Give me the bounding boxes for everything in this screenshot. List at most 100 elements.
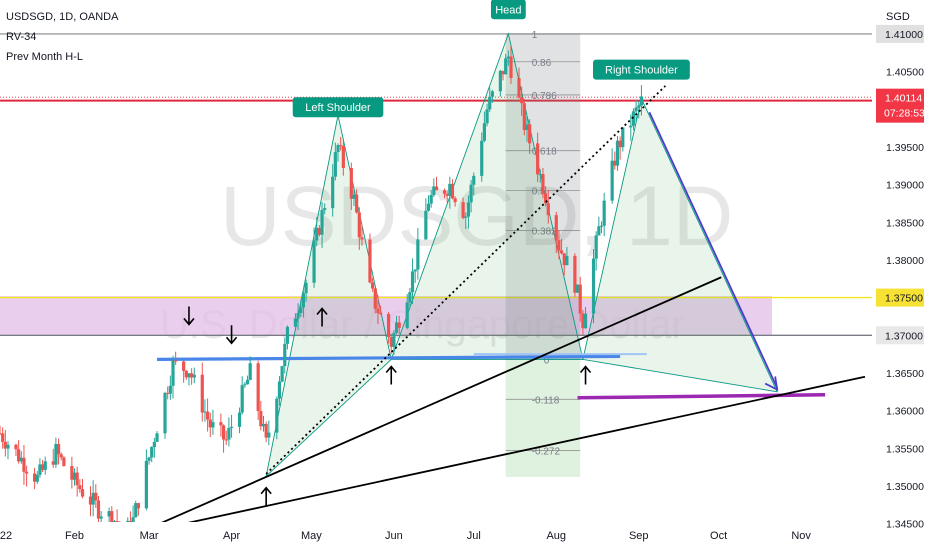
price-level-tag [876, 326, 924, 345]
fib-level-label: 0.5 [532, 187, 546, 198]
candle-body [227, 427, 231, 440]
trendline-upper[interactable] [135, 276, 722, 536]
candle-body [221, 425, 226, 440]
candle-body [517, 78, 521, 98]
candle-body [203, 411, 207, 413]
fib-level-label: 0.786 [532, 91, 557, 102]
candle-body [72, 472, 77, 480]
candle-body [394, 322, 399, 333]
candle-body [581, 313, 585, 329]
symbol-title: USDSGD, 1D, OANDA [6, 11, 119, 23]
candle-body [536, 143, 540, 175]
candle-body [546, 203, 550, 216]
candle-body [368, 239, 372, 283]
arrow-marker [183, 306, 195, 326]
candle-body [573, 255, 577, 293]
candle-body [62, 457, 66, 467]
candle-body [376, 308, 380, 314]
arrow-marker [316, 307, 328, 327]
fib-level-label: 0.86 [532, 58, 552, 69]
candle-body [355, 194, 359, 213]
candle-body [134, 503, 138, 518]
candle-body [352, 194, 356, 199]
fib-level-label: 0 [544, 355, 550, 366]
candle-body [575, 284, 580, 293]
trendline-lower[interactable] [135, 375, 866, 536]
candle-body [386, 314, 391, 338]
candle-body [17, 449, 21, 462]
time-tick-label: Oct [710, 530, 727, 542]
right-shoulder-triangle [582, 97, 778, 393]
candle-body [405, 302, 409, 328]
candle-body [43, 461, 47, 470]
candle-body [277, 381, 282, 399]
candle-body [416, 239, 420, 270]
candle-body [450, 183, 455, 199]
candle-body [557, 240, 561, 251]
candle-body [0, 433, 2, 435]
candle-body [618, 140, 622, 148]
candle-body [155, 433, 159, 442]
candle-body [610, 160, 614, 201]
supply-demand-zone [0, 296, 772, 335]
candle-body [442, 190, 447, 194]
price-level-tag-label: 1.41000 [885, 29, 923, 41]
neckline [157, 354, 621, 361]
candle-body [80, 489, 85, 497]
candle-body [59, 454, 63, 458]
time-tick-label: Apr [223, 530, 240, 542]
candle-body [187, 373, 191, 378]
indicator-prev-month[interactable]: Prev Month H-L [6, 51, 84, 63]
candle-body [541, 174, 545, 194]
arrow-marker [225, 325, 238, 345]
candle-body [504, 58, 508, 75]
price-tick-label: 1.39500 [886, 142, 924, 154]
candle-body [56, 443, 61, 455]
candle-body [38, 464, 42, 475]
candle-body [389, 337, 393, 347]
time-tick-label: Nov [791, 530, 811, 542]
arrow-marker [260, 486, 272, 506]
candle-body [490, 91, 494, 97]
candle-body [336, 145, 340, 153]
candle-body [184, 370, 188, 378]
candle-body [331, 176, 335, 209]
candle-body [445, 193, 449, 196]
candle-body [464, 216, 468, 218]
candle-body [256, 363, 260, 412]
candle-body [602, 200, 606, 226]
candle-body [14, 444, 18, 450]
candle-body [243, 384, 247, 386]
candle-body [315, 227, 319, 241]
candle-body [33, 473, 37, 482]
candle-body [96, 500, 101, 519]
candle-body [594, 235, 598, 259]
price-tick-label: 1.38000 [886, 255, 924, 267]
candle-body [275, 398, 279, 433]
candle-body [229, 426, 234, 428]
candle-body [299, 307, 303, 314]
candle-body [283, 343, 287, 367]
annotation-badge [490, 0, 526, 20]
indicator-rv[interactable]: RV-34 [6, 31, 37, 43]
candle-body [565, 255, 569, 266]
candle-body [615, 140, 620, 166]
candle-body [341, 145, 345, 168]
candle-body [554, 215, 558, 241]
candle-body [152, 441, 156, 448]
fib-box-lower [505, 359, 581, 477]
time-tick-label: 22 [0, 530, 12, 542]
candle-body [1, 433, 5, 442]
candle-body [413, 269, 417, 272]
fib-level-label: -0.118 [532, 395, 560, 406]
annotation-badge [292, 97, 384, 118]
candle-body [379, 313, 383, 315]
fib-level-label: -0.272 [532, 447, 561, 458]
candle-body [432, 186, 436, 196]
candle-body [613, 160, 617, 166]
candle-body [525, 124, 529, 131]
candle-body [107, 511, 111, 517]
candle-body [192, 374, 196, 378]
